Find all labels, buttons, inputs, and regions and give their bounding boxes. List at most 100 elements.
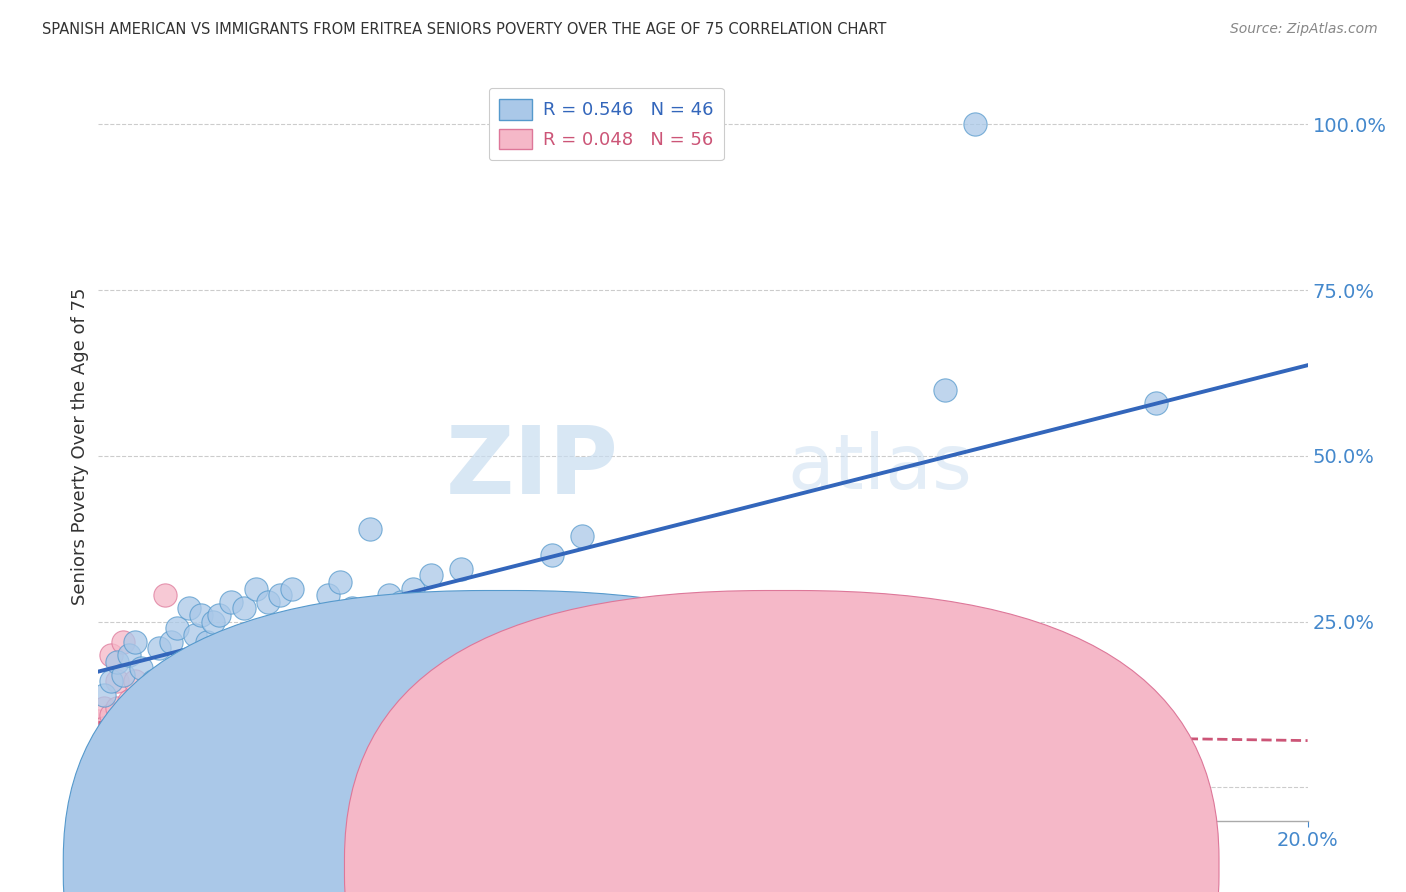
Point (498, 648, 520, 662)
Point (118, 727, 141, 741)
Point (195, 727, 218, 741)
Point (100, 674, 122, 689)
Point (329, 747, 352, 762)
Text: Source: ZipAtlas.com: Source: ZipAtlas.com (1230, 22, 1378, 37)
Point (124, 734, 146, 748)
Y-axis label: Seniors Poverty Over the Age of 75: Seniors Poverty Over the Age of 75 (70, 287, 89, 605)
Point (402, 582, 425, 596)
Point (93, 688, 115, 702)
Point (111, 634, 134, 648)
Point (93, 721, 115, 735)
Point (148, 727, 170, 741)
Text: SPANISH AMERICAN VS IMMIGRANTS FROM ERITREA SENIORS POVERTY OVER THE AGE OF 75 C: SPANISH AMERICAN VS IMMIGRANTS FROM ERIT… (42, 22, 887, 37)
Point (105, 655, 128, 669)
Point (135, 694, 157, 708)
Point (153, 588, 176, 602)
Point (329, 574, 352, 589)
Point (160, 634, 183, 648)
Point (208, 727, 231, 741)
Point (631, 701, 654, 715)
Point (124, 634, 146, 648)
Point (148, 694, 170, 708)
Point (100, 734, 122, 748)
Point (256, 727, 278, 741)
Point (783, 694, 806, 708)
Point (124, 674, 146, 689)
Point (172, 655, 194, 669)
Point (105, 674, 128, 689)
Point (221, 727, 243, 741)
Point (232, 740, 254, 755)
Point (179, 601, 201, 615)
Point (232, 601, 254, 615)
Point (360, 522, 382, 536)
Point (166, 721, 188, 735)
Point (377, 588, 399, 602)
Point (420, 568, 443, 582)
Point (111, 667, 134, 681)
Point (142, 707, 165, 722)
Point (934, 383, 956, 397)
Point (105, 721, 128, 735)
Point (214, 740, 236, 755)
Point (202, 615, 225, 629)
Point (166, 727, 188, 741)
Point (160, 721, 183, 735)
Point (87, 727, 110, 741)
Point (142, 674, 165, 689)
Point (221, 595, 243, 609)
Point (245, 721, 267, 735)
Point (142, 740, 165, 755)
Legend: R = 0.546   N = 46, R = 0.048   N = 56: R = 0.546 N = 46, R = 0.048 N = 56 (488, 88, 724, 161)
Point (481, 688, 503, 702)
Text: Spanish Americans: Spanish Americans (523, 858, 682, 876)
Point (281, 582, 304, 596)
Point (190, 608, 212, 623)
Point (100, 648, 122, 662)
Point (184, 721, 207, 735)
Point (135, 727, 157, 741)
Point (202, 721, 225, 735)
Text: Immigrants from Eritrea: Immigrants from Eritrea (804, 858, 1004, 876)
Point (571, 528, 593, 542)
Point (105, 740, 128, 755)
Point (172, 707, 194, 722)
Point (208, 608, 231, 623)
Point (111, 727, 134, 741)
Point (100, 734, 122, 748)
Point (105, 701, 128, 715)
Point (118, 740, 141, 755)
Point (661, 674, 683, 689)
Point (342, 601, 364, 615)
Point (118, 648, 141, 662)
Point (450, 562, 472, 576)
Point (245, 582, 267, 596)
Point (135, 721, 157, 735)
Point (269, 740, 291, 755)
Point (118, 721, 141, 735)
Point (124, 727, 146, 741)
Point (299, 734, 322, 748)
Point (129, 740, 152, 755)
Point (93, 747, 115, 762)
Point (179, 721, 201, 735)
Point (118, 694, 141, 708)
Point (129, 661, 152, 675)
Point (540, 549, 562, 563)
Point (269, 588, 291, 602)
Point (190, 721, 212, 735)
Point (93, 701, 115, 715)
Point (437, 634, 460, 648)
Point (389, 595, 412, 609)
Point (111, 721, 134, 735)
Point (965, 117, 987, 131)
Point (184, 628, 207, 642)
Point (195, 634, 218, 648)
Point (100, 721, 122, 735)
Point (571, 681, 593, 695)
Point (166, 621, 188, 635)
Point (93, 727, 115, 741)
Point (87, 714, 110, 728)
Text: ZIP: ZIP (446, 423, 619, 515)
Point (100, 707, 122, 722)
